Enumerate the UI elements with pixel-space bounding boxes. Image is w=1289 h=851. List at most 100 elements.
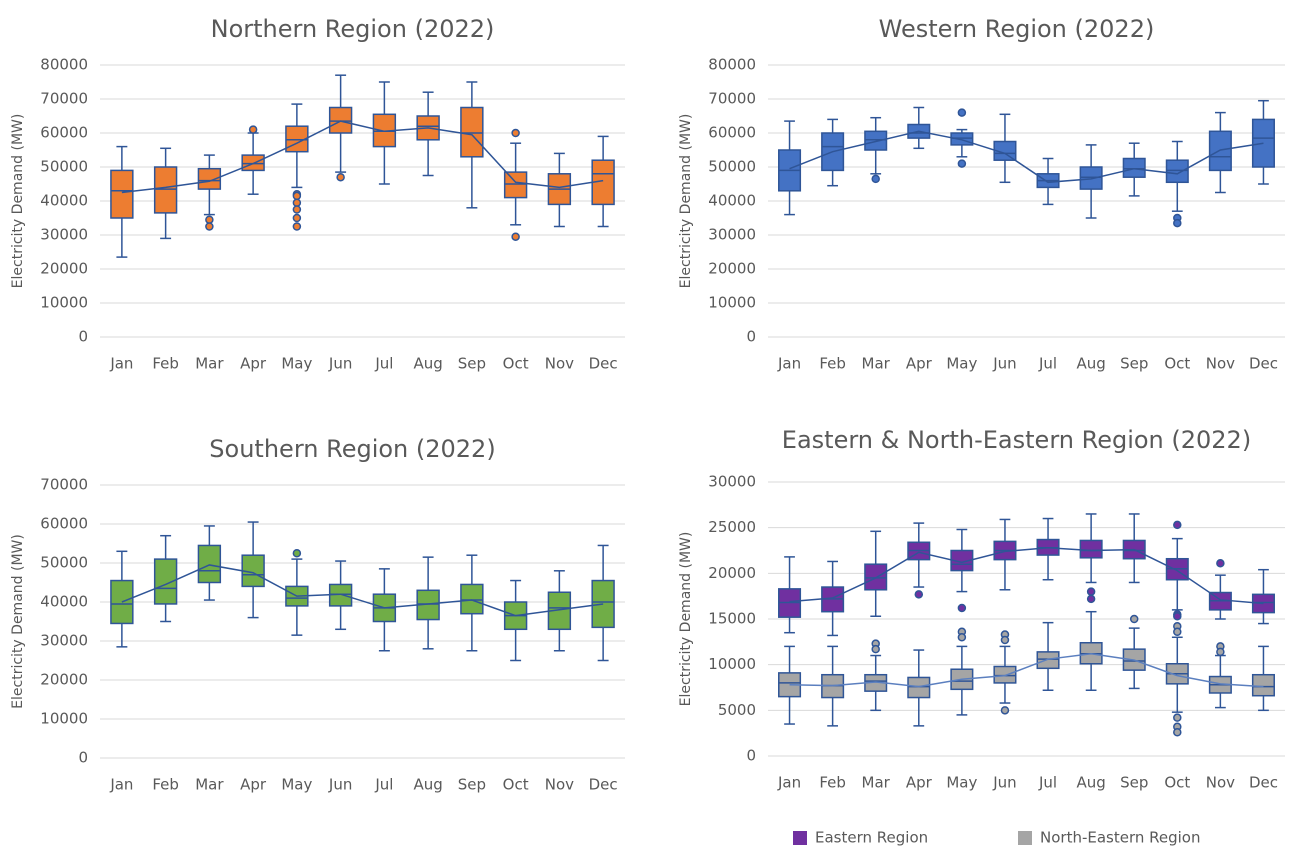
y-tick-label: 10000 — [40, 710, 88, 728]
outlier — [205, 222, 214, 231]
outlier — [957, 603, 967, 613]
mean-line — [121, 120, 604, 194]
y-tick-label: 60000 — [40, 515, 88, 533]
y-axis-label: Electricity Demand (MW) — [678, 532, 694, 707]
outlier — [1173, 627, 1182, 637]
x-tick-label: Sep — [1120, 355, 1148, 373]
box — [460, 583, 484, 615]
y-tick-label: 20000 — [708, 564, 756, 582]
x-tick-label: Aug — [1076, 774, 1105, 792]
box — [328, 106, 353, 134]
outlier — [292, 198, 302, 207]
y-tick-label: 30000 — [708, 226, 756, 244]
outlier — [292, 191, 302, 201]
chart-title: Northern Region (2022) — [211, 15, 495, 43]
legend-swatch — [1018, 831, 1032, 845]
outlier — [1173, 728, 1182, 737]
chart-title: Western Region (2022) — [879, 15, 1155, 43]
x-tick-label: Nov — [1206, 355, 1235, 373]
y-tick-label: 20000 — [40, 671, 88, 689]
outlier — [1086, 587, 1096, 596]
x-tick-label: Aug — [413, 776, 442, 794]
x-tick-label: Feb — [152, 776, 179, 794]
outlier — [336, 172, 345, 182]
mean-line — [121, 564, 604, 617]
legend-label: North-Eastern Region — [1040, 829, 1201, 847]
x-tick-label: Jul — [1038, 355, 1057, 373]
x-tick-label: Jan — [109, 355, 133, 373]
y-tick-label: 50000 — [40, 158, 88, 176]
box — [591, 579, 615, 629]
x-tick-label: May — [281, 776, 312, 794]
x-tick-label: Feb — [819, 355, 846, 373]
outlier — [1086, 594, 1096, 604]
outlier — [957, 159, 967, 168]
outlier — [914, 590, 924, 599]
y-tick-label: 80000 — [708, 56, 756, 74]
y-tick-label: 0 — [746, 328, 756, 346]
y-tick-label: 40000 — [708, 192, 756, 210]
y-tick-label: 10000 — [708, 655, 756, 673]
x-tick-label: Apr — [906, 774, 933, 792]
box — [153, 166, 178, 214]
x-tick-label: Apr — [906, 355, 933, 373]
y-axis-label: Electricity Demand (MW) — [10, 114, 26, 289]
y-tick-label: 50000 — [40, 554, 88, 572]
outlier — [1173, 612, 1182, 621]
box — [241, 154, 265, 172]
legend-swatch — [793, 831, 807, 845]
x-tick-label: Apr — [240, 776, 267, 794]
x-tick-label: Oct — [503, 776, 529, 794]
x-tick-label: Jan — [777, 774, 801, 792]
y-axis-label: Electricity Demand (MW) — [10, 534, 26, 709]
outlier — [1216, 559, 1225, 568]
x-tick-label: Nov — [545, 355, 574, 373]
outlier — [511, 232, 520, 241]
box — [1079, 539, 1103, 559]
x-tick-label: Nov — [1206, 774, 1235, 792]
outlier — [1000, 706, 1010, 715]
x-tick-label: Mar — [862, 355, 891, 373]
x-tick-label: Jul — [374, 776, 393, 794]
y-tick-label: 25000 — [708, 518, 756, 536]
outlier — [871, 174, 880, 184]
box — [197, 167, 222, 190]
outlier — [292, 222, 302, 231]
outlier — [248, 125, 258, 134]
outlier — [1173, 520, 1182, 530]
outlier — [292, 205, 302, 214]
y-tick-label: 10000 — [40, 294, 88, 312]
legend-label: Eastern Region — [815, 829, 928, 847]
x-tick-label: Jan — [109, 776, 133, 794]
outlier — [1129, 614, 1139, 624]
mean-line — [789, 547, 1264, 605]
x-tick-label: Dec — [589, 776, 618, 794]
x-tick-label: Sep — [458, 776, 486, 794]
outlier — [957, 108, 967, 117]
x-tick-label: May — [946, 774, 977, 792]
chart-title: Eastern & North-Eastern Region (2022) — [782, 426, 1251, 454]
x-tick-label: Jan — [777, 355, 801, 373]
x-tick-label: Nov — [545, 776, 574, 794]
outlier — [1173, 713, 1182, 722]
box — [1036, 651, 1060, 670]
x-tick-label: Feb — [152, 355, 179, 373]
x-tick-label: Jun — [328, 776, 352, 794]
y-tick-label: 20000 — [708, 260, 756, 278]
x-tick-label: Jun — [328, 355, 352, 373]
box — [503, 171, 528, 199]
box — [950, 132, 974, 146]
box — [1122, 157, 1146, 178]
x-tick-label: Oct — [1164, 355, 1190, 373]
x-tick-label: Mar — [195, 355, 224, 373]
outlier — [511, 128, 520, 138]
box — [1251, 593, 1275, 614]
x-tick-label: Jun — [992, 774, 1016, 792]
box — [153, 558, 178, 605]
x-tick-label: Sep — [458, 355, 486, 373]
y-tick-label: 80000 — [40, 56, 88, 74]
box — [1079, 166, 1103, 190]
chart-title: Southern Region (2022) — [209, 435, 495, 463]
x-tick-label: Dec — [589, 355, 618, 373]
